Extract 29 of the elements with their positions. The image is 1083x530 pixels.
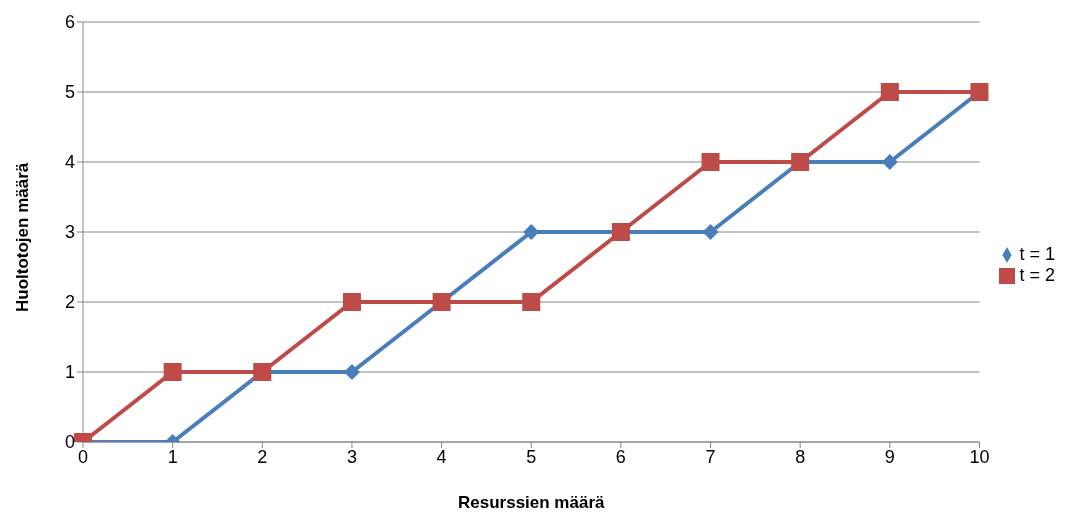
x-tick-label: 3 [346,446,357,467]
point [702,224,719,240]
x-tick-label: 7 [705,446,716,467]
point [522,293,541,311]
x-tick-label: 2 [257,446,268,467]
y-tick-label: 6 [64,12,75,33]
legend-label: t = 2 [1019,265,1055,285]
y-tick-label: 0 [64,432,75,453]
point [163,363,182,381]
x-tick-label: 10 [969,446,990,467]
x-tick-label: 4 [436,446,447,467]
x-axis-title: Resurssien määrä [457,493,606,512]
y-tick-label: 5 [64,82,75,103]
x-tick-label: 8 [795,446,806,467]
x-tick-label: 0 [77,446,89,467]
point [342,293,361,311]
y-axis-title: Huoltotojen määrä [13,162,33,312]
y-tick-label: 2 [64,292,75,313]
x-tick-label: 6 [615,446,626,467]
legend-label: t = 1 [1019,244,1055,264]
y-tick-label: 1 [64,362,75,383]
point [701,153,720,171]
x-tick-label: 1 [167,446,178,467]
x-tick-label: 9 [884,446,895,467]
x-tick-label: 5 [526,446,537,467]
point [880,83,899,101]
point [523,224,540,240]
y-tick-label: 4 [64,152,75,173]
y-tick-label: 3 [64,222,75,243]
